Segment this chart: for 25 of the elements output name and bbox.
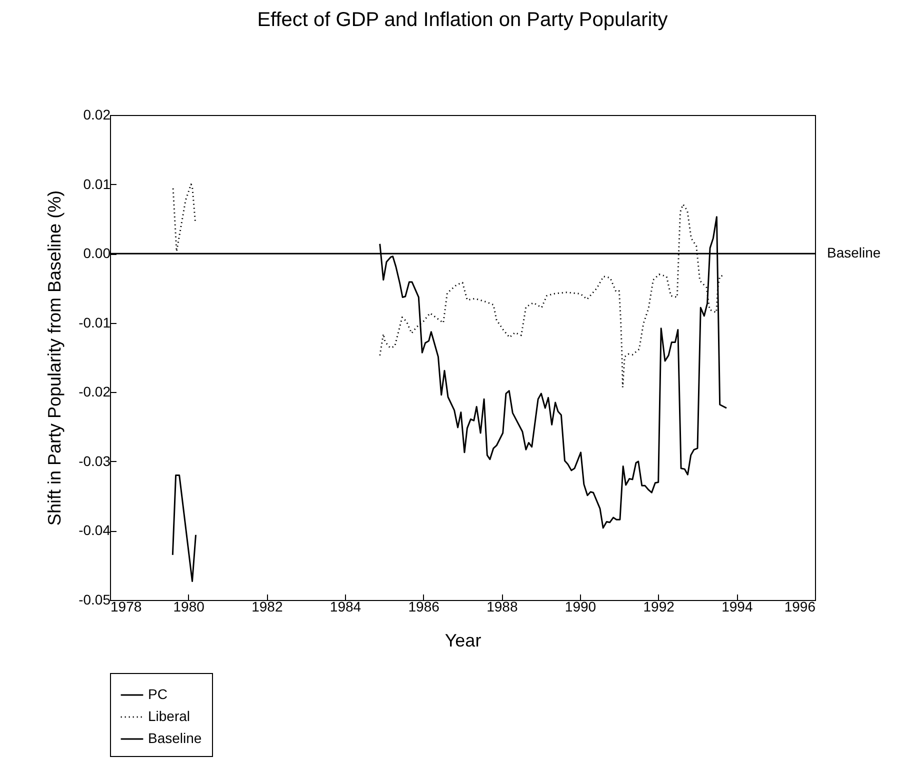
y-tick-label: -0.03 — [78, 452, 111, 469]
y-tick-label: -0.01 — [78, 314, 111, 330]
x-tick-label: 1984 — [330, 598, 362, 614]
x-tick-label: 1978 — [110, 598, 142, 614]
x-axis-title: Year — [444, 630, 482, 650]
x-tick-label: 1982 — [252, 598, 283, 614]
y-tick-label: 0.02 — [83, 106, 111, 122]
y-tick-label: 0.00 — [83, 245, 111, 262]
x-tick-label: 1996 — [784, 598, 816, 614]
y-tick-label: 0.01 — [83, 176, 111, 192]
chart-title: Effect of GDP and Inflation on Party Popularity — [257, 9, 668, 31]
legend-label: Baseline — [148, 730, 202, 746]
y-axis-title: Shift in Party Popularity from Baseline (%) — [44, 190, 65, 526]
annotation: Baseline — [827, 244, 881, 261]
x-tick-label: 1990 — [564, 598, 596, 614]
x-tick-label: 1992 — [643, 598, 675, 614]
y-tick-label: -0.05 — [78, 592, 111, 608]
x-tick-label: 1986 — [408, 598, 440, 614]
y-tick-label: -0.02 — [78, 384, 111, 400]
legend-label: PC — [148, 686, 168, 702]
y-tick-label: -0.04 — [78, 522, 111, 538]
x-tick-label: 1994 — [722, 598, 753, 614]
x-tick-label: 1980 — [173, 598, 205, 614]
x-tick-label: 1988 — [486, 598, 518, 614]
legend-label: Liberal — [148, 708, 190, 724]
